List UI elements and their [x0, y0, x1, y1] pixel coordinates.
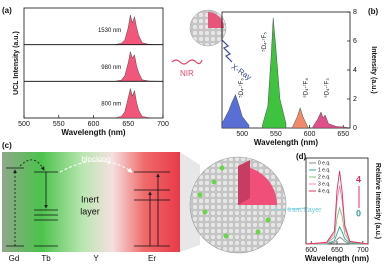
x-axis-title: Wavelength (nm)	[61, 128, 125, 137]
ion-label: Er	[148, 254, 156, 263]
series-label: 980 nm	[101, 65, 121, 71]
x-tick-label: 500	[18, 121, 30, 128]
spectrum-line	[306, 236, 368, 245]
transition-label: ⁵D₄-⁷F₆	[238, 78, 245, 98]
ion-label: Tb	[41, 254, 51, 263]
transition-label: ⁵D₄-⁷F₄	[303, 78, 310, 98]
arrow-label: 4	[356, 174, 361, 184]
nir-label: NIR	[180, 69, 194, 78]
x-tick-label: 600	[305, 247, 317, 254]
x-tick-label: 600	[304, 131, 316, 138]
panel-label: (d)	[296, 152, 307, 161]
y-tick-label: 0	[353, 125, 357, 132]
spectrum-area	[24, 15, 164, 45]
spectrum-area	[262, 17, 287, 129]
x-tick-label: 700	[157, 121, 169, 128]
y-tick-label: 2	[353, 96, 357, 103]
spectrum-area	[221, 94, 250, 129]
legend-label: 4 e.q.	[318, 188, 331, 194]
legend-label: 2 e.q.	[318, 174, 331, 180]
transition-label: ⁵D₄-⁷F₅	[261, 32, 268, 52]
energy-diagram: (c) blocking Inert layer Gd Tb Y Er	[2, 141, 200, 263]
blocking-label: blocking	[81, 155, 110, 164]
series-label: 1530 nm	[98, 28, 121, 34]
spectrum-area	[292, 107, 308, 129]
x-tick-label: 650	[331, 247, 343, 254]
x-axis-title: Wavelength (nm)	[254, 138, 318, 147]
y-axis-title: Relative Intensity (a.u.)	[374, 163, 381, 239]
annotation: Inert Layer	[288, 207, 322, 214]
legend-label: 1 e.q.	[318, 167, 331, 173]
x-tick-label: 700	[357, 247, 369, 254]
x-tick-label: 550	[53, 121, 65, 128]
spectrum-line	[306, 225, 369, 245]
inert-label: Inert	[81, 194, 100, 204]
x-tick-label: 650	[337, 131, 349, 138]
x-tick-label: 600	[88, 121, 100, 128]
ion-label: Y	[93, 254, 99, 263]
y-tick-label: 6	[353, 38, 357, 45]
spectrum-line	[305, 170, 369, 245]
core-shell-sphere	[189, 156, 309, 254]
ion-label: Gd	[9, 254, 20, 263]
transition-label: ⁵D₄-⁷F₃	[324, 78, 331, 98]
panel-label: (b)	[368, 7, 379, 16]
x-tick-label: 500	[236, 131, 248, 138]
y-tick-label: 8	[353, 9, 357, 16]
spectrum-area	[24, 50, 164, 82]
panel-label: (c)	[2, 141, 12, 150]
panel-label: (a)	[2, 6, 12, 15]
series-label: 800 nm	[101, 102, 121, 108]
legend-label: 3 e.q.	[318, 181, 331, 187]
spectrum-line	[305, 206, 369, 245]
x-tick-label: 650	[122, 121, 134, 128]
y-axis-title: UCL Intensity (a.u.)	[13, 31, 20, 95]
legend-label: 0 e.q.	[318, 160, 331, 166]
y-tick-label: 4	[353, 67, 357, 74]
x-tick-label: 550	[270, 131, 282, 138]
layer-label: layer	[80, 206, 100, 216]
arrow-label: 0	[356, 208, 361, 218]
x-axis-title: Wavelength (nm)	[305, 254, 369, 263]
spectrum-area	[312, 111, 347, 129]
excitation-illustration: NIR X-Ray	[171, 9, 253, 82]
spectrum-area	[24, 88, 164, 119]
y-axis-title: Intensity (a.u.)	[370, 46, 377, 93]
plot-frame	[23, 7, 164, 119]
